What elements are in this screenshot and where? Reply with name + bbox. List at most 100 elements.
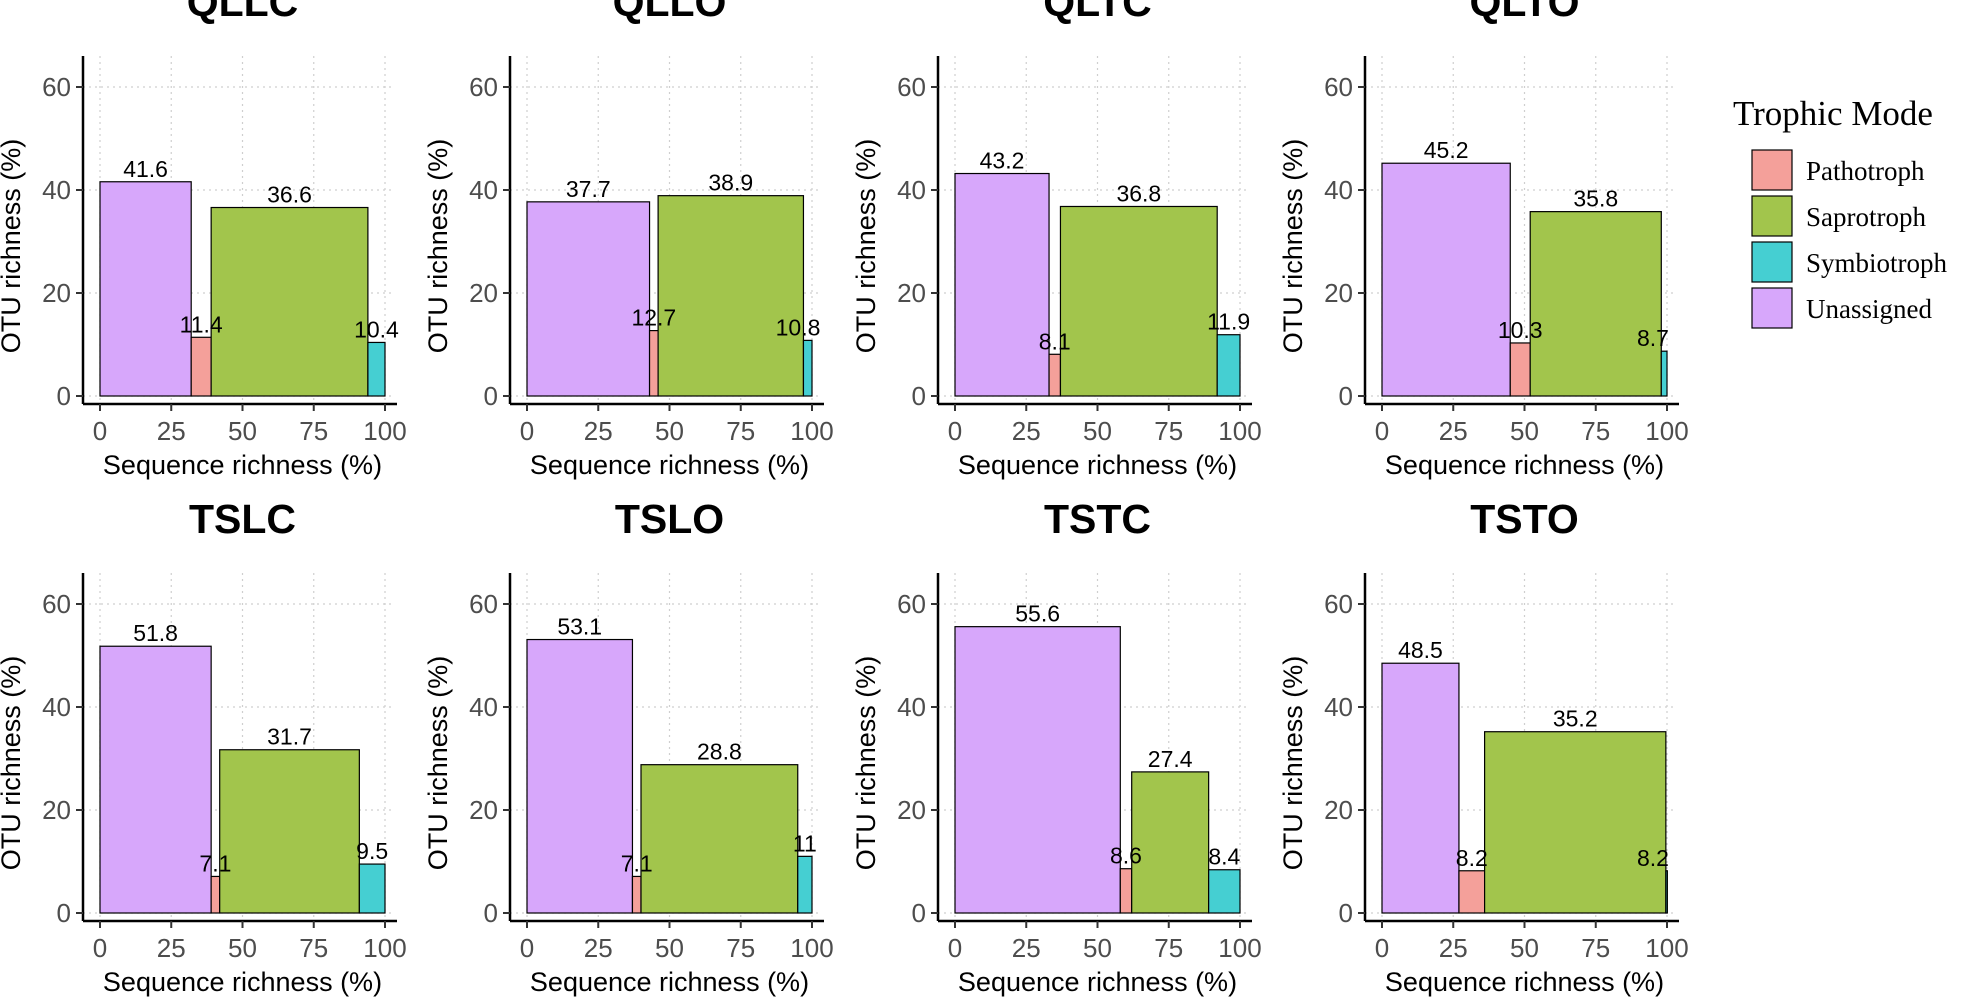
bar-symbiotroph xyxy=(797,855,813,914)
bar-saprotroph xyxy=(219,749,360,914)
legend-swatch-symbiotroph xyxy=(1751,241,1793,283)
x-axis-label: Sequence richness (%) xyxy=(530,450,809,480)
legend-label-unassigned: Unassigned xyxy=(1806,294,1932,324)
x-tick-label: 25 xyxy=(157,416,186,446)
bar-pathotroph xyxy=(648,329,659,397)
x-tick-label: 25 xyxy=(157,933,186,963)
y-axis-label: OTU richness (%) xyxy=(423,656,453,871)
y-tick-label: 60 xyxy=(469,72,498,102)
x-tick-label: 25 xyxy=(584,416,613,446)
data-label-saprotroph: 36.6 xyxy=(267,182,312,208)
legend-swatch-unassigned xyxy=(1751,287,1793,329)
data-label-unassigned: 41.6 xyxy=(123,156,168,182)
y-tick-label: 20 xyxy=(897,278,926,308)
x-tick-label: 0 xyxy=(948,416,962,446)
x-tick-label: 0 xyxy=(520,933,534,963)
y-tick-label: 0 xyxy=(57,381,71,411)
data-label-pathotroph: 7.1 xyxy=(199,850,231,876)
x-tick-label: 25 xyxy=(1012,416,1041,446)
y-tick-label: 20 xyxy=(42,278,71,308)
y-tick-label: 0 xyxy=(57,898,71,928)
panel-tsto: TSTO 48.5 8.2 35.2 8.2 0 20 40 60 0 25 50 75 100 Seque… xyxy=(1278,496,1689,997)
bar-saprotroph xyxy=(640,764,799,914)
y-tick-label: 20 xyxy=(1324,795,1353,825)
x-tick-label: 25 xyxy=(584,933,613,963)
legend-swatch-saprotroph xyxy=(1751,195,1793,237)
bar-pathotroph xyxy=(1509,342,1531,397)
y-tick-label: 60 xyxy=(897,589,926,619)
bar-unassigned xyxy=(526,201,651,397)
panel-title: TSTO xyxy=(1470,496,1579,542)
data-label-unassigned: 37.7 xyxy=(566,176,611,202)
bar-unassigned xyxy=(1381,662,1460,914)
y-tick-label: 20 xyxy=(469,795,498,825)
x-tick-label: 75 xyxy=(1154,933,1183,963)
x-tick-label: 0 xyxy=(93,933,107,963)
data-label-unassigned: 48.5 xyxy=(1398,637,1443,663)
bar-pathotroph xyxy=(210,875,221,914)
y-tick-label: 60 xyxy=(1324,589,1353,619)
bar-pathotroph xyxy=(1048,353,1062,397)
x-tick-label: 75 xyxy=(299,933,328,963)
bar-symbiotroph xyxy=(1660,350,1668,397)
data-label-saprotroph: 38.9 xyxy=(708,170,753,196)
data-label-pathotroph: 8.6 xyxy=(1110,843,1142,869)
panel-tslc: TSLC 51.8 7.1 31.7 9.5 0 20 40 60 0 25 50 75 100 Seque… xyxy=(0,496,407,997)
y-axis-label: OTU richness (%) xyxy=(1278,139,1308,354)
x-tick-label: 100 xyxy=(1645,416,1688,446)
x-axis-label: Sequence richness (%) xyxy=(1385,450,1664,480)
panel-title: TSTC xyxy=(1044,496,1151,542)
data-label-symbiotroph: 8.7 xyxy=(1637,325,1669,351)
bar-unassigned xyxy=(526,638,634,914)
x-tick-label: 50 xyxy=(1510,416,1539,446)
bar-symbiotroph xyxy=(802,339,813,397)
y-tick-label: 20 xyxy=(469,278,498,308)
bar-symbiotroph xyxy=(1216,334,1241,397)
data-label-symbiotroph: 11 xyxy=(793,830,817,856)
data-label-unassigned: 55.6 xyxy=(1015,601,1060,627)
bar-pathotroph xyxy=(1119,868,1133,914)
data-label-symbiotroph: 10.8 xyxy=(776,314,821,340)
panel-title: QLLO xyxy=(613,0,727,25)
y-tick-label: 40 xyxy=(42,692,71,722)
y-tick-label: 20 xyxy=(897,795,926,825)
x-tick-label: 100 xyxy=(790,933,833,963)
x-tick-label: 50 xyxy=(1083,933,1112,963)
x-tick-label: 25 xyxy=(1439,933,1468,963)
x-tick-label: 100 xyxy=(790,416,833,446)
y-tick-label: 60 xyxy=(1324,72,1353,102)
x-tick-label: 0 xyxy=(1375,933,1389,963)
y-tick-label: 60 xyxy=(897,72,926,102)
panel-title: QLLC xyxy=(187,0,299,25)
data-label-symbiotroph: 8.2 xyxy=(1637,845,1669,871)
bar-pathotroph xyxy=(190,336,212,397)
x-tick-label: 100 xyxy=(363,933,406,963)
bar-symbiotroph xyxy=(358,863,386,914)
data-label-pathotroph: 8.2 xyxy=(1456,845,1488,871)
data-label-symbiotroph: 11.9 xyxy=(1207,309,1250,335)
y-axis-label: OTU richness (%) xyxy=(851,656,881,871)
y-tick-label: 0 xyxy=(1339,381,1353,411)
x-axis-label: Sequence richness (%) xyxy=(103,967,382,997)
bar-saprotroph xyxy=(1131,771,1210,914)
legend-label-symbiotroph: Symbiotroph xyxy=(1806,248,1948,278)
y-tick-label: 60 xyxy=(469,589,498,619)
bar-unassigned xyxy=(99,181,192,397)
bar-unassigned xyxy=(1381,162,1511,397)
data-label-saprotroph: 27.4 xyxy=(1148,746,1193,772)
data-label-saprotroph: 36.8 xyxy=(1116,180,1161,206)
data-label-symbiotroph: 10.4 xyxy=(354,316,399,342)
x-tick-label: 100 xyxy=(1218,933,1261,963)
data-label-unassigned: 43.2 xyxy=(980,148,1025,174)
x-axis-label: Sequence richness (%) xyxy=(958,450,1237,480)
y-tick-label: 40 xyxy=(1324,175,1353,205)
data-label-unassigned: 51.8 xyxy=(133,620,178,646)
x-tick-label: 75 xyxy=(726,933,755,963)
legend-label-saprotroph: Saprotroph xyxy=(1806,202,1926,232)
legend-swatch-pathotroph xyxy=(1751,149,1793,191)
panel-qlto: QLTO 45.2 10.3 35.8 8.7 0 20 40 60 0 25 50 75 100 Sequ… xyxy=(1278,0,1689,480)
x-tick-label: 0 xyxy=(948,933,962,963)
x-tick-label: 25 xyxy=(1439,416,1468,446)
panel-qllo: QLLO 37.7 12.7 38.9 10.8 0 20 40 60 0 25 50 75 100 Seq… xyxy=(423,0,834,480)
legend-title: Trophic Mode xyxy=(1733,94,1933,133)
